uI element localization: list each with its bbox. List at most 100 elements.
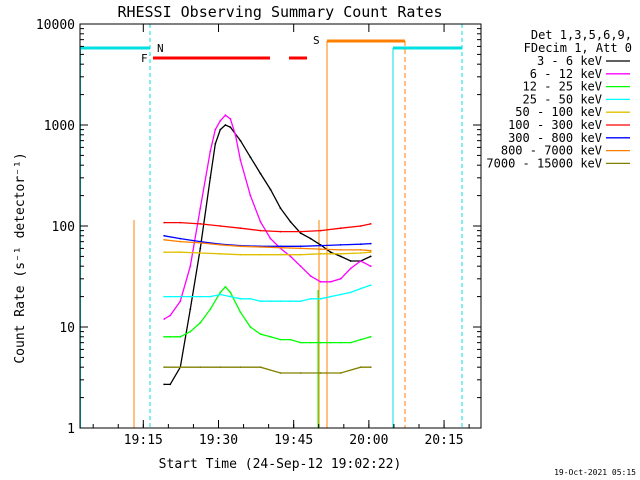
series-0-point xyxy=(219,128,222,131)
series-7-point xyxy=(239,245,242,248)
series-1-point xyxy=(234,133,237,136)
series-line-1 xyxy=(163,114,371,320)
series-4-point xyxy=(319,252,322,255)
series-2-point xyxy=(319,341,322,344)
series-1-point xyxy=(229,118,232,120)
series-1-point xyxy=(349,267,352,270)
legend-label-8: 7000 - 15000 keV xyxy=(486,156,602,170)
series-3-point xyxy=(199,295,202,298)
series-4-point xyxy=(163,251,166,254)
series-1-point xyxy=(219,119,222,122)
series-6-point xyxy=(299,245,302,248)
series-3-point xyxy=(289,300,292,303)
series-2-point xyxy=(219,291,222,294)
series-8-point xyxy=(279,372,282,374)
series-2-point xyxy=(209,308,212,311)
series-5-point xyxy=(359,225,362,227)
x-tick-label: 19:15 xyxy=(124,433,163,448)
x-tick-label: 19:45 xyxy=(274,433,313,448)
series-line-7 xyxy=(164,239,371,252)
series-8-point xyxy=(239,366,242,369)
series-2-point xyxy=(359,338,362,341)
series-1-point xyxy=(239,159,242,161)
series-3-point xyxy=(259,300,262,303)
legend-label-1: 6 - 12 keV xyxy=(530,67,602,81)
series-7-point xyxy=(359,249,362,251)
series-0-point xyxy=(214,143,217,145)
series-1-point xyxy=(189,265,192,268)
series-3-point xyxy=(319,297,322,300)
series-0-point xyxy=(269,188,272,191)
series-1-point xyxy=(249,194,252,197)
series-1-point xyxy=(269,237,272,240)
series-5-point xyxy=(369,223,372,225)
series-0-point xyxy=(339,255,342,258)
series-2-point xyxy=(279,338,282,341)
series-5-point xyxy=(299,230,302,233)
series-5-point xyxy=(339,227,342,230)
series-4-point xyxy=(279,253,282,256)
series-4-point xyxy=(179,251,182,254)
series-1-point xyxy=(199,207,202,210)
series-4-point xyxy=(259,253,262,256)
series-7-point xyxy=(339,249,342,251)
series-7-point xyxy=(369,249,372,252)
series-4-point xyxy=(239,253,242,256)
series-0-point xyxy=(224,124,227,126)
series-2-point xyxy=(329,341,332,344)
series-8-point xyxy=(299,372,302,374)
series-3-point xyxy=(163,295,166,298)
series-8-point xyxy=(369,366,372,369)
series-5-point xyxy=(319,229,322,232)
series-0-point xyxy=(309,237,312,240)
legend-label-6: 300 - 800 keV xyxy=(508,131,602,145)
series-0-point xyxy=(229,126,232,129)
series-0-point xyxy=(239,139,242,142)
series-3-point xyxy=(219,293,222,296)
series-5-point xyxy=(199,223,202,225)
series-5-point xyxy=(259,229,262,232)
series-1-point xyxy=(319,280,322,283)
series-line-6 xyxy=(164,235,371,247)
series-3-point xyxy=(329,295,332,298)
series-8-point xyxy=(259,366,262,369)
series-3-point xyxy=(179,295,182,298)
series-3-point xyxy=(279,300,282,303)
series-2-point xyxy=(229,291,232,294)
legend-label-0: 3 - 6 keV xyxy=(537,54,602,68)
series-2-point xyxy=(309,341,312,344)
x-tick-label: 20:00 xyxy=(349,433,388,448)
series-line-3 xyxy=(164,284,371,302)
series-6-point xyxy=(339,244,342,246)
state-label-n: N xyxy=(157,42,164,55)
legend: Det 1,3,5,6,9, FDecim 1, Att 0 3 - 6 keV… xyxy=(486,28,632,170)
series-1-point xyxy=(369,265,372,268)
series-8-point xyxy=(339,372,342,374)
series-3-point xyxy=(349,291,352,294)
series-5-point xyxy=(239,227,242,230)
series-2-point xyxy=(179,335,182,338)
series-0-point xyxy=(279,207,282,210)
series-8-point xyxy=(179,366,182,369)
series-6-point xyxy=(359,243,362,246)
legend-label-3: 25 - 50 keV xyxy=(523,92,602,106)
series-4-point xyxy=(299,253,302,256)
series-7-point xyxy=(199,242,202,244)
series-1-point xyxy=(179,300,182,303)
series-1-point xyxy=(299,265,302,268)
series-0-point xyxy=(349,260,352,262)
series-2-point xyxy=(199,321,202,324)
series-3-point xyxy=(239,297,242,300)
series-6-point xyxy=(279,245,282,248)
series-3-point xyxy=(359,287,362,290)
y-axis-label: Count Rate (s⁻¹ detector⁻¹) xyxy=(13,152,28,363)
series-7-point xyxy=(259,246,262,248)
series-0-point xyxy=(169,383,172,386)
series-6-point xyxy=(369,242,372,245)
series-1-point xyxy=(209,150,212,153)
series-0-point xyxy=(249,156,252,159)
footer-timestamp: 19-Oct-2021 05:15 xyxy=(554,468,636,477)
series-2-point xyxy=(299,341,302,344)
state-label-f: F xyxy=(141,52,148,65)
